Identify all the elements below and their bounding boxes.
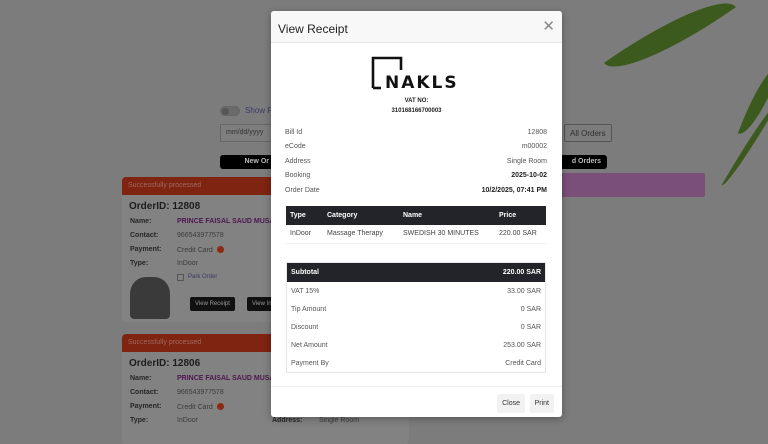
modal-header: View Receipt ✕: [271, 11, 562, 43]
info-row: Bill Id 12808: [285, 129, 547, 136]
total-value: 33.00 SAR: [507, 287, 541, 295]
type: InDoor: [177, 260, 199, 267]
nakls-logo: NAKLS: [371, 56, 459, 90]
info-value: 2025-10-02: [511, 172, 547, 179]
info-value: m00002: [521, 143, 547, 150]
cell-type: InDoor: [286, 225, 323, 244]
total-value: 0 SAR: [520, 323, 541, 331]
info-label: Booking: [285, 172, 311, 179]
park-order-checkbox[interactable]: [177, 274, 184, 281]
payment-label: Payment:: [130, 403, 162, 410]
total-label: Subtotal: [291, 269, 319, 276]
customer-name: PRINCE FAISAL SAUD MUSA: [177, 375, 275, 382]
type-label: Type:: [130, 417, 149, 424]
total-value: 0 SAR: [520, 305, 541, 313]
spa-stones-image: [130, 277, 170, 319]
info-row: eCode m00002: [285, 143, 547, 150]
items-table: Type Category Name Price InDoor Massage …: [286, 206, 546, 244]
park-order-label: Park Order: [188, 274, 218, 280]
totals-row: VAT 15% 33.00 SAR: [287, 282, 545, 300]
cell-category: Massage Therapy: [323, 225, 399, 244]
info-label: Address: [285, 158, 311, 165]
address: Single Room: [319, 417, 360, 424]
totals-row: Tip Amount 0 SAR: [287, 300, 545, 318]
name-label: Name:: [130, 218, 152, 225]
totals-row: Payment By Credit Card: [287, 354, 545, 372]
info-label: Bill Id: [285, 129, 303, 136]
col-type: Type: [286, 206, 323, 225]
total-label: Discount: [291, 323, 319, 331]
col-price: Price: [495, 206, 546, 225]
contact-label: Contact:: [130, 232, 159, 239]
vat-number: 310168166700003: [391, 108, 442, 114]
contact: 966543977578: [177, 232, 224, 239]
info-row: Order Date 10/2/2025, 07:41 PM: [285, 187, 547, 194]
cell-price: 220.00 SAR: [495, 225, 546, 244]
payment: Credit Card: [177, 247, 213, 254]
cancel-icon[interactable]: [216, 403, 224, 410]
highlight-bar: [560, 173, 705, 197]
close-button[interactable]: Close: [497, 394, 525, 413]
cancel-icon[interactable]: [216, 246, 224, 253]
info-value: Single Room: [506, 158, 547, 165]
customer-name: PRINCE FAISAL SAUD MUSA: [177, 218, 275, 225]
col-name: Name: [399, 206, 495, 225]
contact: 966543977578: [177, 389, 224, 396]
modal-title: View Receipt: [278, 22, 348, 36]
new-orders-button[interactable]: New Or: [220, 155, 275, 169]
svg-text:NAKLS: NAKLS: [385, 73, 459, 90]
totals-row: Net Amount 253.00 SAR: [287, 336, 545, 354]
contact-label: Contact:: [130, 389, 159, 396]
all-orders-button[interactable]: All Orders: [564, 124, 612, 142]
view-receipt-button[interactable]: View Receipt: [190, 297, 235, 311]
info-label: Order Date: [285, 187, 320, 194]
total-value: 220.00 SAR: [502, 269, 541, 276]
info-row: Address Single Room: [285, 158, 547, 165]
col-category: Category: [323, 206, 399, 225]
show-toggle[interactable]: [220, 106, 240, 116]
name-label: Name:: [130, 375, 152, 382]
address-label: Address:: [272, 417, 303, 424]
type-label: Type:: [130, 260, 149, 267]
view-receipt-modal: View Receipt ✕ NAKLS VAT NO: 31016816670…: [271, 11, 562, 417]
decorative-leaf: [604, 0, 736, 88]
close-icon[interactable]: ✕: [542, 18, 555, 35]
vat-label: VAT NO:: [404, 98, 429, 104]
show-toggle-label: Show P: [245, 106, 273, 115]
view-invoice-button[interactable]: View In: [247, 297, 277, 311]
info-value: 12808: [527, 129, 547, 136]
totals-row: Discount 0 SAR: [287, 318, 545, 336]
date-input[interactable]: mm/dd/yyyy: [220, 124, 272, 142]
print-button[interactable]: Print: [529, 394, 554, 413]
payment-label: Payment:: [130, 246, 162, 253]
completed-orders-button[interactable]: d Orders: [548, 155, 607, 169]
decorative-leaf: [721, 98, 768, 190]
type: InDoor: [177, 417, 199, 424]
totals-row: Subtotal 220.00 SAR: [287, 263, 545, 282]
total-label: Tip Amount: [291, 305, 327, 313]
totals-table: Subtotal 220.00 SAR VAT 15% 33.00 SAR Tip …: [286, 262, 546, 373]
table-row: InDoor Massage Therapy SWEDISH 30 MINUTE…: [286, 225, 546, 244]
total-value: Credit Card: [505, 359, 541, 367]
order-id: OrderID: 12808: [129, 201, 201, 212]
total-value: 253.00 SAR: [503, 341, 541, 349]
info-row: Booking 2025-10-02: [285, 172, 547, 179]
order-id: OrderID: 12806: [129, 358, 201, 369]
modal-footer: Close Print: [271, 386, 562, 417]
total-label: Payment By: [291, 359, 329, 367]
total-label: Net Amount: [291, 341, 328, 349]
total-label: VAT 15%: [291, 287, 320, 295]
info-label: eCode: [285, 143, 306, 150]
payment: Credit Card: [177, 404, 213, 411]
info-value: 10/2/2025, 07:41 PM: [481, 187, 547, 194]
cell-name: SWEDISH 30 MINUTES: [399, 225, 495, 244]
